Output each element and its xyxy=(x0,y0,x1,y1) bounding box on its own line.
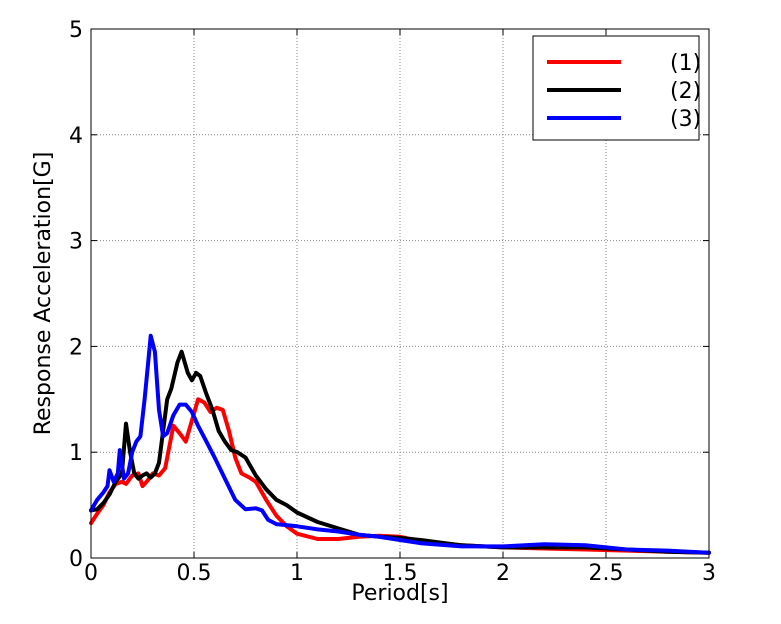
legend-label-1: (1) xyxy=(670,51,701,76)
y-tick-label: 3 xyxy=(69,230,83,255)
y-tick-label: 2 xyxy=(69,335,83,360)
x-tick-label: 0.5 xyxy=(177,561,212,586)
x-axis-label: Period[s] xyxy=(351,581,448,606)
y-tick-label: 1 xyxy=(69,441,83,466)
y-tick-label: 0 xyxy=(69,547,83,572)
x-tick-label: 2.5 xyxy=(589,561,624,586)
x-tick-label: 3 xyxy=(702,561,716,586)
legend-label-2: (2) xyxy=(670,79,701,104)
x-tick-label: 1 xyxy=(290,561,304,586)
legend: (1) (2) (3) xyxy=(532,35,701,141)
x-tick-label: 1.5 xyxy=(383,561,418,586)
legend-items: (1) (2) (3) xyxy=(547,51,701,132)
series-line-3 xyxy=(89,333,711,555)
series-line-2 xyxy=(89,349,711,555)
x-tick-label: 0 xyxy=(84,561,98,586)
y-axis-label: Response Acceleration[G] xyxy=(31,152,56,436)
grid-layer xyxy=(91,29,709,558)
y-tick-label: 5 xyxy=(69,18,83,43)
legend-label-3: (3) xyxy=(670,107,701,132)
series-layer xyxy=(89,333,711,555)
y-tick-label: 4 xyxy=(69,124,83,149)
x-tick-label: 2 xyxy=(496,561,510,586)
tick-layer: 0 0.5 1 1.5 2 2.5 3 0 1 2 3 4 5 xyxy=(69,18,716,586)
